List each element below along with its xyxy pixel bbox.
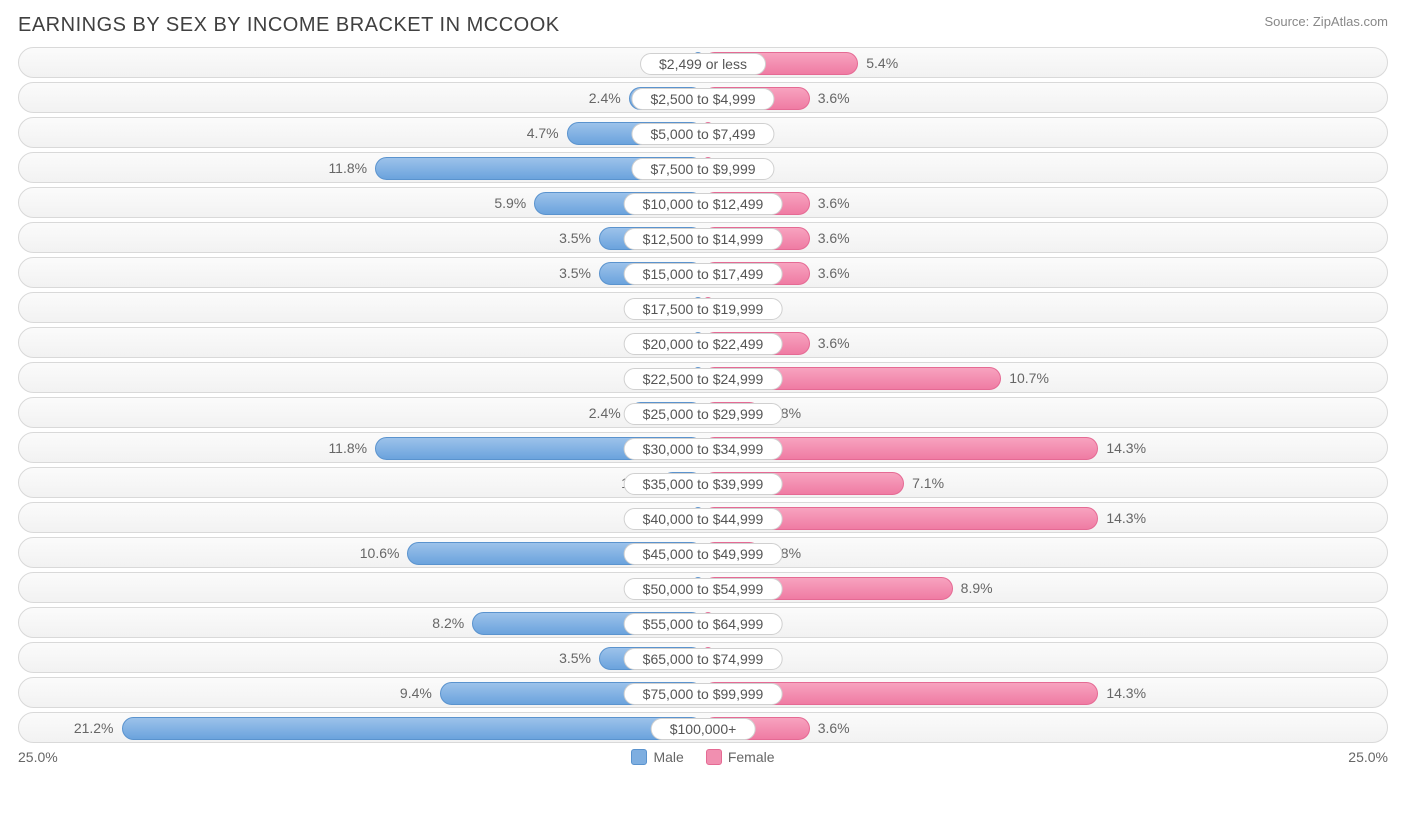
bracket-label: $55,000 to $64,999	[624, 613, 783, 635]
legend-item-male: Male	[631, 749, 683, 765]
female-pct-label: 3.6%	[818, 335, 850, 351]
male-pct-label: 3.5%	[559, 650, 591, 666]
bracket-label: $75,000 to $99,999	[624, 683, 783, 705]
chart-row: 11.8% 14.3% $30,000 to $34,999	[18, 432, 1388, 463]
male-pct-label: 4.7%	[527, 125, 559, 141]
male-pct-label: 3.5%	[559, 230, 591, 246]
male-pct-label: 3.5%	[559, 265, 591, 281]
chart-row: 3.5% 3.6% $15,000 to $17,499	[18, 257, 1388, 288]
male-pct-label: 21.2%	[74, 720, 114, 736]
female-pct-label: 3.6%	[818, 265, 850, 281]
bracket-label: $50,000 to $54,999	[624, 578, 783, 600]
chart-row: 0.0%14.3%$40,000 to $44,999	[18, 502, 1388, 533]
female-pct-label: 14.3%	[1106, 510, 1146, 526]
female-pct-label: 14.3%	[1106, 685, 1146, 701]
male-pct-label: 10.6%	[360, 545, 400, 561]
chart-row: 3.5% 3.6% $12,500 to $14,999	[18, 222, 1388, 253]
chart-row: 2.4% 3.6% $2,500 to $4,999	[18, 82, 1388, 113]
female-pct-label: 3.6%	[818, 230, 850, 246]
female-pct-label: 5.4%	[866, 55, 898, 71]
axis-max-left: 25.0%	[18, 749, 58, 765]
diverging-bar-chart: 0.0%5.4%$2,499 or less2.4%3.6%$2,500 to …	[18, 47, 1388, 743]
chart-row: 5.9% 3.6% $10,000 to $12,499	[18, 187, 1388, 218]
bracket-label: $35,000 to $39,999	[624, 473, 783, 495]
bracket-label: $2,500 to $4,999	[631, 88, 774, 110]
chart-row: 0.0%5.4%$2,499 or less	[18, 47, 1388, 78]
female-pct-label: 3.6%	[818, 90, 850, 106]
source-label: Source: ZipAtlas.com	[1264, 14, 1388, 29]
legend-item-female: Female	[706, 749, 775, 765]
bracket-label: $100,000+	[651, 718, 756, 740]
chart-title: EARNINGS BY SEX BY INCOME BRACKET IN MCC…	[18, 14, 560, 37]
legend-male-label: Male	[653, 749, 683, 765]
female-pct-label: 3.6%	[818, 195, 850, 211]
chart-row: 3.5%0.0%$65,000 to $74,999	[18, 642, 1388, 673]
bracket-label: $12,500 to $14,999	[624, 228, 783, 250]
male-pct-label: 8.2%	[432, 615, 464, 631]
bracket-label: $30,000 to $34,999	[624, 438, 783, 460]
chart-row: 8.2%0.0%$55,000 to $64,999	[18, 607, 1388, 638]
bracket-label: $15,000 to $17,499	[624, 263, 783, 285]
bracket-label: $40,000 to $44,999	[624, 508, 783, 530]
chart-row: 11.8%0.0%$7,500 to $9,999	[18, 152, 1388, 183]
bracket-label: $17,500 to $19,999	[624, 298, 783, 320]
chart-row: 0.0%3.6%$20,000 to $22,499	[18, 327, 1388, 358]
female-swatch-icon	[706, 749, 722, 765]
bracket-label: $10,000 to $12,499	[624, 193, 783, 215]
chart-row: 4.7%0.0%$5,000 to $7,499	[18, 117, 1388, 148]
female-pct-label: 3.6%	[818, 720, 850, 736]
chart-row: 0.0%10.7%$22,500 to $24,999	[18, 362, 1388, 393]
male-pct-label: 2.4%	[589, 90, 621, 106]
bracket-label: $2,499 or less	[640, 53, 766, 75]
female-pct-label: 7.1%	[912, 475, 944, 491]
axis-max-right: 25.0%	[1348, 749, 1388, 765]
bracket-label: $25,000 to $29,999	[624, 403, 783, 425]
bracket-label: $5,000 to $7,499	[631, 123, 774, 145]
chart-row: 10.6%1.8%$45,000 to $49,999	[18, 537, 1388, 568]
bracket-label: $7,500 to $9,999	[631, 158, 774, 180]
male-pct-label: 9.4%	[400, 685, 432, 701]
legend: Male Female	[631, 749, 774, 765]
chart-row: 9.4% 14.3% $75,000 to $99,999	[18, 677, 1388, 708]
female-pct-label: 10.7%	[1009, 370, 1049, 386]
chart-row: 0.0%0.0%$17,500 to $19,999	[18, 292, 1388, 323]
bracket-label: $20,000 to $22,499	[624, 333, 783, 355]
bracket-label: $45,000 to $49,999	[624, 543, 783, 565]
chart-row: 21.2% 3.6% $100,000+	[18, 712, 1388, 743]
male-pct-label: 2.4%	[589, 405, 621, 421]
chart-row: 1.2%7.1%$35,000 to $39,999	[18, 467, 1388, 498]
male-pct-label: 5.9%	[494, 195, 526, 211]
male-bar	[122, 717, 703, 740]
legend-female-label: Female	[728, 749, 775, 765]
bracket-label: $65,000 to $74,999	[624, 648, 783, 670]
chart-row: 0.0%8.9%$50,000 to $54,999	[18, 572, 1388, 603]
male-swatch-icon	[631, 749, 647, 765]
male-pct-label: 11.8%	[328, 160, 367, 176]
male-pct-label: 11.8%	[328, 440, 367, 456]
female-pct-label: 14.3%	[1106, 440, 1146, 456]
female-pct-label: 8.9%	[961, 580, 993, 596]
chart-row: 2.4%1.8%$25,000 to $29,999	[18, 397, 1388, 428]
bracket-label: $22,500 to $24,999	[624, 368, 783, 390]
